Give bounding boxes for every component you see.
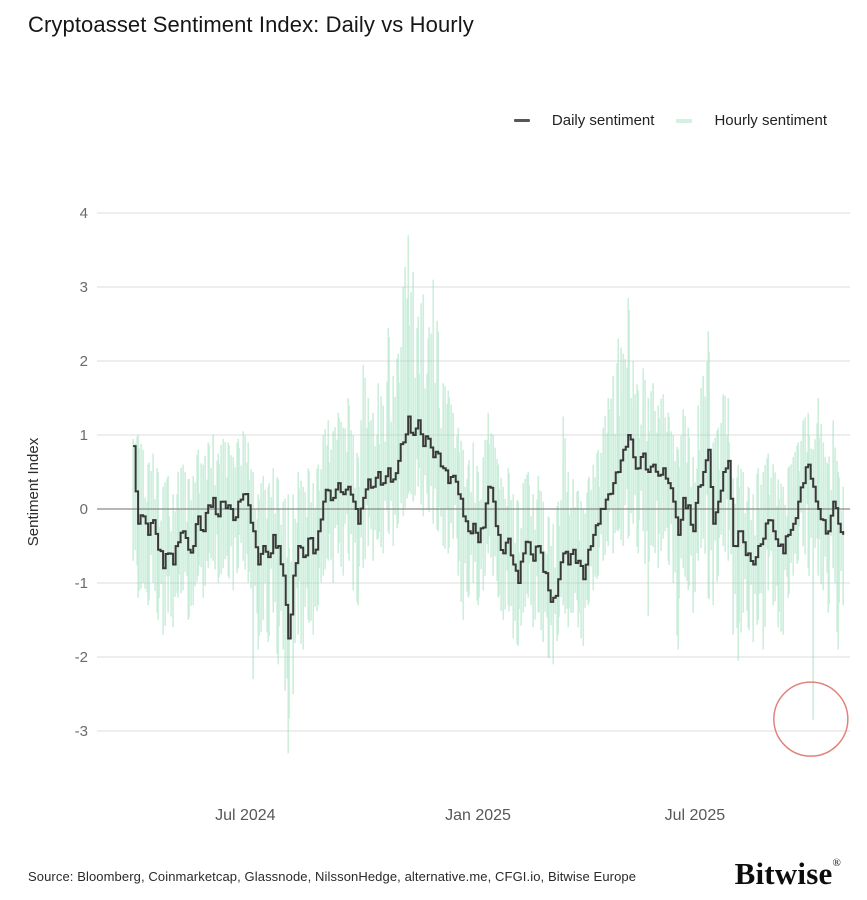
x-tick-label: Jan 2025 [445,807,511,824]
page-title: Cryptoasset Sentiment Index: Daily vs Ho… [28,12,474,37]
y-tick-label: -3 [75,723,88,740]
source-attribution: Source: Bloomberg, Coinmarketcap, Glassn… [28,869,637,884]
registered-mark-icon: ® [832,857,841,869]
legend-label-daily: Daily sentiment [551,112,655,129]
y-tick-label: 4 [80,205,88,222]
highlight-circle-annotation [773,681,849,757]
y-tick-label: 2 [80,353,88,370]
legend-item-hourly: Hourly sentiment [676,112,827,129]
hourly-line-swatch-icon [676,118,693,123]
chart-legend: Daily sentiment Hourly sentiment [513,112,827,129]
bitwise-logo: Bitwise® [735,856,841,892]
legend-label-hourly: Hourly sentiment [714,112,827,129]
daily-sentiment-series [133,415,845,640]
y-axis-title: Sentiment Index [25,437,42,546]
legend-item-daily: Daily sentiment [513,112,655,129]
x-tick-label: Jul 2025 [665,807,726,824]
daily-line-swatch-icon [513,119,530,122]
y-tick-label: -1 [75,575,88,592]
bitwise-logo-text: Bitwise [734,856,833,891]
footer: Source: Bloomberg, Coinmarketcap, Glassn… [0,838,867,900]
x-tick-label: Jul 2024 [215,807,276,824]
y-tick-label: 1 [80,427,88,444]
y-tick-label: 0 [80,501,88,518]
y-tick-label: -2 [75,649,88,666]
y-tick-label: 3 [80,279,88,296]
